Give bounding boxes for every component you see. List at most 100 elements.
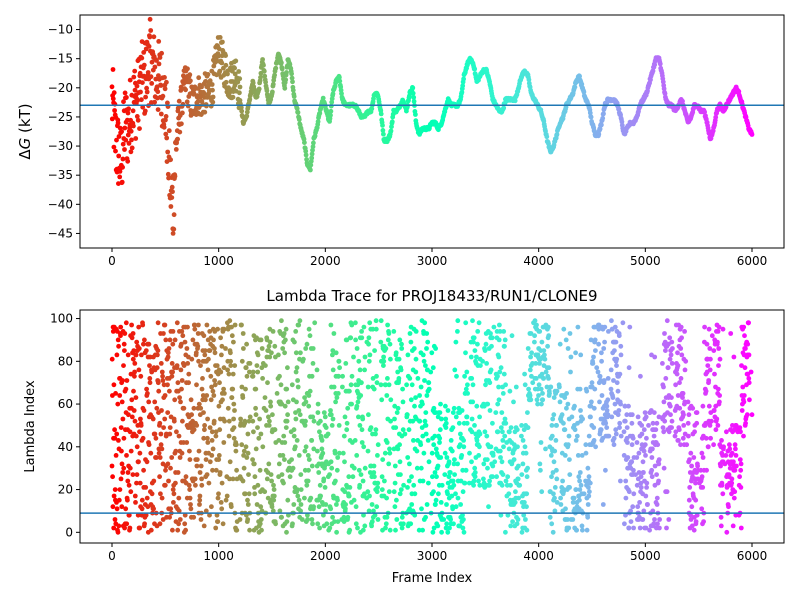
lambda-point bbox=[708, 435, 713, 441]
lambda-point bbox=[229, 395, 235, 400]
lambda-point bbox=[400, 386, 405, 392]
lambda-point bbox=[628, 519, 634, 524]
free-energy-point bbox=[124, 95, 129, 100]
lambda-point bbox=[706, 326, 712, 332]
lambda-point bbox=[170, 527, 175, 533]
lambda-point bbox=[577, 470, 583, 475]
lambda-point bbox=[653, 427, 659, 433]
free-energy-point bbox=[120, 156, 126, 162]
free-energy-point bbox=[544, 134, 550, 140]
lambda-point bbox=[395, 405, 401, 411]
lambda-point bbox=[270, 329, 276, 334]
lambda-point bbox=[437, 427, 443, 433]
free-energy-point bbox=[389, 119, 395, 125]
lambda-point bbox=[196, 448, 202, 454]
lambda-point bbox=[332, 519, 337, 524]
lambda-point bbox=[663, 348, 668, 353]
lambda-point bbox=[126, 512, 132, 518]
lambda-point bbox=[125, 412, 131, 418]
lambda-point bbox=[201, 435, 207, 441]
lambda-point bbox=[539, 339, 545, 345]
lambda-point bbox=[451, 482, 457, 488]
free-energy-point bbox=[122, 90, 128, 96]
lambda-point bbox=[323, 425, 329, 430]
lambda-point bbox=[322, 463, 328, 469]
lambda-point bbox=[271, 493, 277, 499]
free-energy-point bbox=[168, 204, 174, 209]
free-energy-point bbox=[128, 128, 134, 134]
lambda-point bbox=[716, 324, 722, 330]
lambda-point bbox=[502, 416, 508, 422]
lambda-point bbox=[110, 474, 115, 480]
lambda-point bbox=[178, 367, 184, 373]
lambda-point bbox=[519, 423, 524, 428]
lambda-point bbox=[213, 467, 219, 473]
lambda-point bbox=[566, 433, 572, 439]
lambda-point bbox=[240, 395, 246, 400]
lambda-point bbox=[130, 472, 136, 477]
lambda-point bbox=[604, 425, 610, 430]
lambda-point bbox=[218, 500, 224, 505]
lambda-point bbox=[525, 425, 531, 430]
lambda-point bbox=[226, 418, 232, 424]
lambda-point bbox=[579, 453, 585, 458]
lambda-point bbox=[260, 444, 266, 450]
lambda-point bbox=[413, 369, 419, 375]
lambda-point bbox=[295, 378, 300, 383]
free-energy-point bbox=[233, 58, 239, 64]
lambda-point bbox=[669, 425, 674, 430]
lambda-point bbox=[146, 442, 152, 448]
lambda-point bbox=[303, 399, 309, 405]
lambda-point bbox=[699, 474, 705, 480]
lambda-point bbox=[183, 527, 189, 533]
lambda-point bbox=[334, 467, 340, 473]
free-energy-point bbox=[310, 147, 315, 153]
lambda-point bbox=[591, 405, 597, 411]
lambda-point bbox=[208, 397, 214, 403]
lambda-point bbox=[216, 403, 222, 409]
lambda-point bbox=[699, 450, 705, 456]
free-energy-point bbox=[187, 72, 193, 78]
lambda-point bbox=[618, 401, 623, 407]
free-energy-point bbox=[237, 76, 243, 82]
lambda-point bbox=[228, 358, 234, 364]
lambda-point bbox=[424, 393, 430, 398]
lambda-point bbox=[507, 429, 512, 435]
lambda-point bbox=[570, 517, 576, 522]
lambda-point bbox=[404, 412, 410, 418]
lambda-point bbox=[539, 371, 545, 377]
lambda-point bbox=[208, 373, 214, 379]
lambda-point bbox=[535, 401, 540, 407]
lambda-point bbox=[192, 476, 198, 482]
lambda-point bbox=[578, 352, 584, 358]
lambda-point bbox=[211, 337, 216, 343]
lambda-point bbox=[307, 333, 313, 339]
lambda-point bbox=[287, 474, 293, 480]
lambda-point bbox=[643, 414, 649, 420]
lambda-point bbox=[383, 525, 388, 531]
lambda-point bbox=[244, 341, 250, 347]
lambda-point bbox=[740, 384, 746, 390]
lambda-point bbox=[345, 405, 351, 411]
lambda-point bbox=[707, 346, 713, 351]
lambda-point bbox=[157, 474, 163, 480]
lambda-point bbox=[117, 393, 123, 398]
lambda-point bbox=[687, 485, 693, 490]
lambda-point bbox=[112, 427, 117, 433]
lambda-point bbox=[358, 393, 364, 398]
lambda-point bbox=[638, 474, 644, 480]
lambda-point bbox=[643, 453, 648, 458]
lambda-point bbox=[580, 416, 585, 422]
lambda-point bbox=[661, 384, 666, 390]
lambda-point bbox=[482, 429, 488, 435]
lambda-point bbox=[215, 495, 221, 501]
lambda-point bbox=[523, 450, 529, 456]
free-energy-point bbox=[472, 66, 478, 72]
lambda-point bbox=[449, 448, 455, 454]
free-energy-point bbox=[378, 111, 384, 117]
lambda-point bbox=[542, 356, 548, 362]
lambda-point bbox=[263, 408, 269, 413]
lambda-point bbox=[728, 331, 734, 336]
lambda-point bbox=[122, 348, 127, 353]
lambda-point bbox=[252, 474, 258, 480]
